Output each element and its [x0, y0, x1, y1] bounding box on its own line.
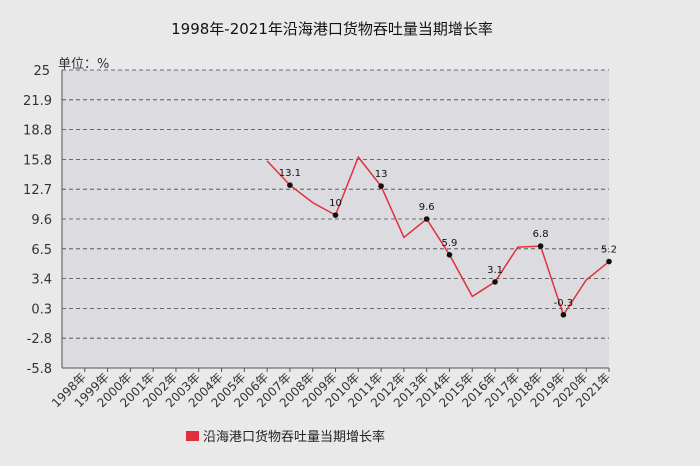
y-tick-label: 0.3 [31, 302, 52, 317]
y-tick-labels: 25 21.9 18.8 15.8 12.7 9.6 6.5 3.4 0.3 -2.8 -5.8 [23, 64, 52, 377]
x-tick-labels: 1998年1999年2000年2001年2002年2003年2004年2005年… [49, 368, 613, 410]
y-tick-label: 9.6 [31, 213, 52, 228]
unit-label: 单位：% [58, 57, 109, 72]
y-tick-label: 18.8 [23, 124, 52, 139]
data-label: 10 [329, 198, 342, 209]
series: 13.1 10 13 9.6 5.9 3.1 6.8 -0.3 5.2 [266, 155, 617, 318]
y-tick-label: 6.5 [31, 243, 52, 258]
data-label: 13 [375, 169, 388, 180]
data-label: 3.1 [487, 265, 503, 276]
data-point [492, 279, 498, 285]
y-tick-label: 3.4 [31, 273, 52, 288]
data-label: 13.1 [279, 168, 301, 179]
data-point [423, 216, 430, 222]
y-tick-label: 12.7 [23, 183, 52, 198]
y-tick-label: 15.8 [23, 153, 52, 168]
legend: 沿海港口货物吞吐量当期增长率 [186, 429, 385, 445]
grid [62, 69, 609, 339]
data-label: 9.6 [419, 202, 435, 213]
data-point [606, 258, 612, 265]
data-point [537, 243, 544, 249]
data-point [560, 311, 567, 318]
data-label: 6.8 [533, 229, 549, 240]
data-point [332, 212, 339, 218]
y-tick-label: -5.8 [27, 362, 52, 377]
y-tick-label: 25 [33, 64, 50, 79]
data-point [378, 183, 384, 189]
chart-title: 1998年-2021年沿海港口货物吞吐量当期增长率 [171, 20, 493, 38]
legend-label: 沿海港口货物吞吐量当期增长率 [203, 429, 385, 445]
legend-swatch [186, 431, 199, 441]
data-point [287, 182, 293, 188]
data-label: 5.9 [442, 238, 458, 249]
data-label: 5.2 [601, 245, 617, 256]
y-tick-label: 21.9 [23, 94, 52, 109]
data-point [446, 251, 453, 258]
data-label: -0.3 [554, 298, 574, 309]
y-tick-label: -2.8 [27, 332, 52, 347]
series-line [266, 155, 610, 317]
